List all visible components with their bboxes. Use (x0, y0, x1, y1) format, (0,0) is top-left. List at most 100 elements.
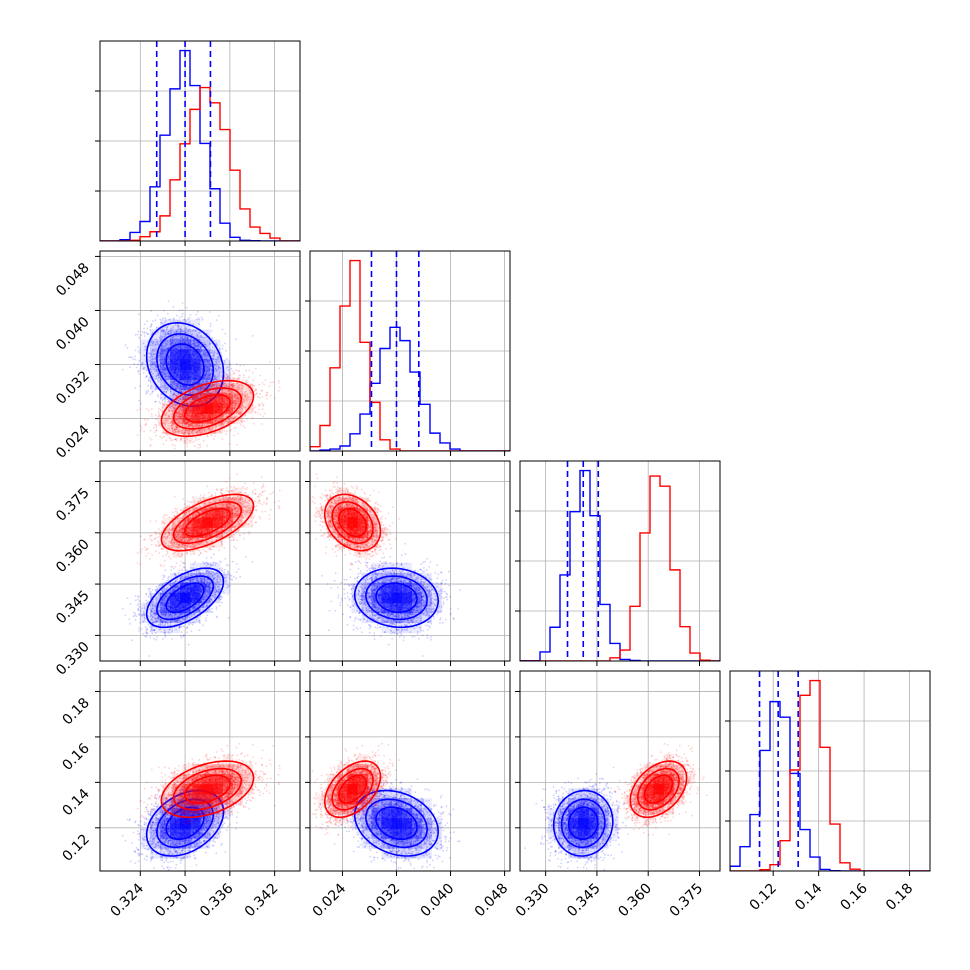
sample-point (163, 330, 165, 333)
sample-point (181, 312, 184, 315)
sample-point (155, 377, 158, 380)
sample-point (164, 375, 166, 378)
sample-point (220, 424, 222, 427)
sample-point (147, 409, 150, 412)
sample-point (188, 424, 191, 427)
sample-point (180, 409, 182, 412)
sample-point (172, 306, 175, 309)
sample-point (150, 354, 153, 357)
sample-point (169, 390, 172, 393)
sample-point (181, 337, 184, 339)
sample-point (189, 423, 192, 426)
sample-point (180, 398, 183, 401)
sample-point (166, 403, 168, 406)
sample-point (165, 372, 167, 375)
sample-point (136, 333, 139, 336)
sample-point (204, 374, 207, 377)
sample-point (164, 417, 167, 420)
sample-point (195, 318, 198, 321)
sample-point (160, 386, 163, 388)
sample-point (208, 368, 211, 371)
sample-point (205, 391, 208, 393)
sample-point (159, 354, 162, 357)
sample-point (208, 343, 211, 346)
sample-point (164, 342, 167, 345)
sample-point (166, 427, 169, 430)
sample-point (149, 325, 152, 328)
sample-point (157, 395, 160, 398)
sample-point (269, 394, 272, 397)
sample-point (200, 360, 203, 362)
sample-point (205, 345, 208, 347)
sample-point (189, 330, 192, 333)
sample-point (153, 362, 156, 365)
sample-point (174, 324, 177, 327)
sample-point (243, 426, 246, 429)
sample-point (187, 433, 190, 436)
sample-point (212, 354, 215, 357)
sample-point (208, 342, 211, 345)
sample-point (188, 392, 191, 395)
sample-point (213, 378, 216, 380)
sample-point (146, 327, 149, 330)
sample-point (214, 414, 216, 417)
sample-point (150, 340, 153, 343)
sample-point (237, 378, 240, 380)
sample-point (233, 416, 236, 419)
histogram-series-1 (100, 86, 300, 241)
sample-point (202, 379, 204, 381)
sample-point (155, 424, 158, 427)
sample-point (163, 333, 166, 335)
sample-point (161, 347, 164, 349)
sample-point (215, 414, 217, 416)
sample-point (188, 321, 191, 324)
sample-point (210, 351, 212, 354)
sample-point (205, 373, 208, 375)
sample-point (166, 398, 169, 400)
sample-point (174, 429, 176, 431)
sample-point (180, 415, 183, 417)
sample-point (206, 354, 209, 356)
sample-point (161, 336, 164, 338)
sample-point (186, 337, 188, 340)
sample-point (232, 370, 235, 373)
sample-point (230, 384, 233, 387)
sample-point (156, 326, 158, 329)
sample-point (193, 341, 196, 344)
sample-point (186, 395, 188, 398)
sample-point (228, 363, 231, 365)
sample-point (154, 343, 157, 346)
sample-point (193, 396, 196, 399)
sample-point (226, 375, 229, 377)
sample-point (170, 384, 173, 386)
sample-point (160, 370, 163, 373)
sample-point (214, 435, 217, 438)
sample-point (156, 314, 159, 317)
sample-point (162, 372, 165, 374)
sample-point (159, 361, 162, 364)
sample-point (206, 369, 209, 372)
sample-point (179, 334, 182, 337)
sample-point (177, 326, 180, 328)
sample-point (173, 332, 176, 334)
sample-point (224, 413, 227, 416)
sample-point (213, 364, 216, 366)
sample-point (202, 341, 205, 344)
sample-point (154, 319, 157, 322)
sample-point (158, 358, 161, 360)
sample-point (201, 345, 203, 348)
sample-point (234, 403, 237, 406)
sample-point (235, 396, 238, 399)
sample-point (181, 315, 183, 318)
sample-point (200, 336, 203, 338)
sample-point (182, 398, 184, 401)
sample-point (200, 347, 203, 350)
histogram-series-0 (310, 326, 510, 451)
sample-point (167, 409, 170, 411)
sample-point (192, 397, 195, 400)
sample-point (224, 382, 227, 384)
sample-point (134, 387, 136, 389)
sample-point (272, 381, 274, 384)
sample-point (232, 382, 235, 385)
sample-point (201, 364, 204, 367)
